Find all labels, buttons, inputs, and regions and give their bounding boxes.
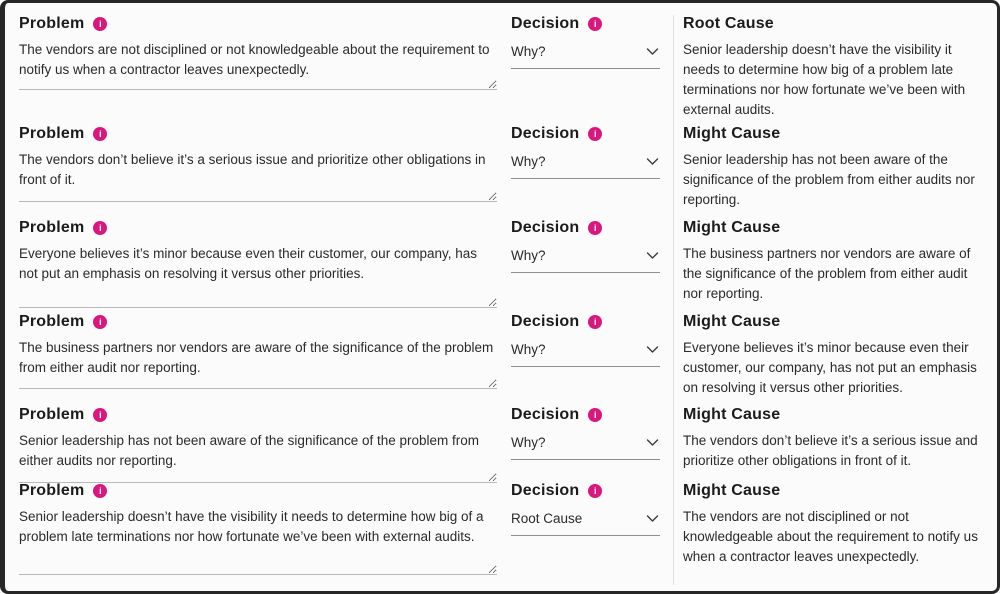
cause-heading: Root Cause bbox=[683, 15, 774, 32]
problem-label-row: Problem i bbox=[19, 219, 511, 237]
problem-cell: Problem i Senior leadership has not been… bbox=[19, 406, 511, 483]
cause-cell: Might Cause Everyone believes it’s minor… bbox=[673, 313, 983, 406]
problem-textarea[interactable]: Senior leadership has not been aware of … bbox=[19, 431, 497, 483]
cause-cell: Might Cause The vendors are not discipli… bbox=[673, 482, 983, 585]
decision-label: Decision bbox=[511, 125, 580, 142]
cause-text: Senior leadership has not been aware of … bbox=[683, 152, 975, 207]
decision-cell: Decision i Why? bbox=[511, 219, 673, 313]
problem-label: Problem bbox=[19, 313, 85, 330]
decision-cell: Decision i Why? bbox=[511, 406, 673, 482]
problem-label-row: Problem i bbox=[19, 15, 511, 33]
problem-label: Problem bbox=[19, 15, 85, 32]
decision-label-row: Decision i bbox=[511, 482, 660, 500]
info-icon[interactable]: i bbox=[588, 408, 603, 422]
info-icon[interactable]: i bbox=[93, 221, 108, 235]
problem-label-row: Problem i bbox=[19, 313, 511, 331]
decision-label-row: Decision i bbox=[511, 125, 660, 143]
decision-select-wrap: Why? bbox=[511, 152, 660, 179]
analysis-grid: Problem i The vendors are not discipline… bbox=[5, 3, 997, 591]
cause-heading: Might Cause bbox=[683, 219, 781, 236]
decision-select-wrap: Why? bbox=[511, 433, 660, 460]
decision-select-wrap: Why? bbox=[511, 340, 660, 367]
cause-text: The vendors are not disciplined or not k… bbox=[683, 509, 978, 564]
decision-label: Decision bbox=[511, 482, 580, 499]
decision-cell: Decision i Why? bbox=[511, 313, 673, 406]
decision-select[interactable]: Why? bbox=[511, 340, 660, 367]
problem-cell: Problem i Senior leadership doesn’t have… bbox=[19, 482, 511, 585]
problem-label: Problem bbox=[19, 219, 85, 236]
cause-heading: Might Cause bbox=[683, 482, 781, 499]
decision-select[interactable]: Root Cause bbox=[511, 509, 660, 536]
problem-textarea[interactable]: The vendors are not disciplined or not k… bbox=[19, 40, 497, 90]
cause-heading: Might Cause bbox=[683, 125, 781, 142]
problem-label: Problem bbox=[19, 125, 85, 142]
decision-select[interactable]: Why? bbox=[511, 152, 660, 179]
problem-label: Problem bbox=[19, 482, 85, 499]
decision-label-row: Decision i bbox=[511, 219, 660, 237]
problem-textarea[interactable]: Senior leadership doesn’t have the visib… bbox=[19, 507, 497, 575]
decision-cell: Decision i Why? bbox=[511, 15, 673, 125]
cause-cell: Might Cause The business partners nor ve… bbox=[673, 219, 983, 313]
decision-select[interactable]: Why? bbox=[511, 246, 660, 273]
cause-heading: Might Cause bbox=[683, 313, 781, 330]
cause-heading: Might Cause bbox=[683, 406, 781, 423]
problem-label-row: Problem i bbox=[19, 406, 511, 424]
decision-label: Decision bbox=[511, 313, 580, 330]
decision-cell: Decision i Root Cause bbox=[511, 482, 673, 585]
decision-label: Decision bbox=[511, 15, 580, 32]
cause-text: Everyone believes it’s minor because eve… bbox=[683, 340, 977, 395]
problem-label: Problem bbox=[19, 406, 85, 423]
info-icon[interactable]: i bbox=[588, 127, 603, 141]
decision-select-wrap: Root Cause bbox=[511, 509, 660, 536]
info-icon[interactable]: i bbox=[93, 484, 108, 498]
info-icon[interactable]: i bbox=[93, 127, 108, 141]
problem-cell: Problem i Everyone believes it’s minor b… bbox=[19, 219, 511, 313]
problem-cell: Problem i The vendors are not discipline… bbox=[19, 15, 511, 125]
info-icon[interactable]: i bbox=[93, 408, 108, 422]
info-icon[interactable]: i bbox=[93, 315, 108, 329]
cause-text: The vendors don’t believe it’s a serious… bbox=[683, 433, 978, 468]
problem-textarea[interactable]: The business partners nor vendors are aw… bbox=[19, 338, 497, 389]
info-icon[interactable]: i bbox=[588, 17, 603, 31]
problem-cell: Problem i The vendors don’t believe it’s… bbox=[19, 125, 511, 219]
decision-label-row: Decision i bbox=[511, 313, 660, 331]
problem-label-row: Problem i bbox=[19, 482, 511, 500]
decision-cell: Decision i Why? bbox=[511, 125, 673, 219]
cause-text: Senior leadership doesn’t have the visib… bbox=[683, 42, 966, 117]
cause-cell: Might Cause The vendors don’t believe it… bbox=[673, 406, 983, 482]
decision-select[interactable]: Why? bbox=[511, 42, 660, 69]
decision-label: Decision bbox=[511, 219, 580, 236]
problem-textarea[interactable]: Everyone believes it’s minor because eve… bbox=[19, 244, 497, 308]
info-icon[interactable]: i bbox=[588, 221, 603, 235]
decision-label-row: Decision i bbox=[511, 15, 660, 33]
info-icon[interactable]: i bbox=[588, 315, 603, 329]
problem-label-row: Problem i bbox=[19, 125, 511, 143]
cause-text: The business partners nor vendors are aw… bbox=[683, 246, 971, 301]
decision-select-wrap: Why? bbox=[511, 246, 660, 273]
decision-select-wrap: Why? bbox=[511, 42, 660, 69]
problem-cell: Problem i The business partners nor vend… bbox=[19, 313, 511, 406]
cause-cell: Root Cause Senior leadership doesn’t hav… bbox=[673, 15, 983, 125]
info-icon[interactable]: i bbox=[588, 484, 603, 498]
decision-label: Decision bbox=[511, 406, 580, 423]
decision-select[interactable]: Why? bbox=[511, 433, 660, 460]
info-icon[interactable]: i bbox=[93, 17, 108, 31]
cause-cell: Might Cause Senior leadership has not be… bbox=[673, 125, 983, 219]
problem-textarea[interactable]: The vendors don’t believe it’s a serious… bbox=[19, 150, 497, 202]
decision-label-row: Decision i bbox=[511, 406, 660, 424]
